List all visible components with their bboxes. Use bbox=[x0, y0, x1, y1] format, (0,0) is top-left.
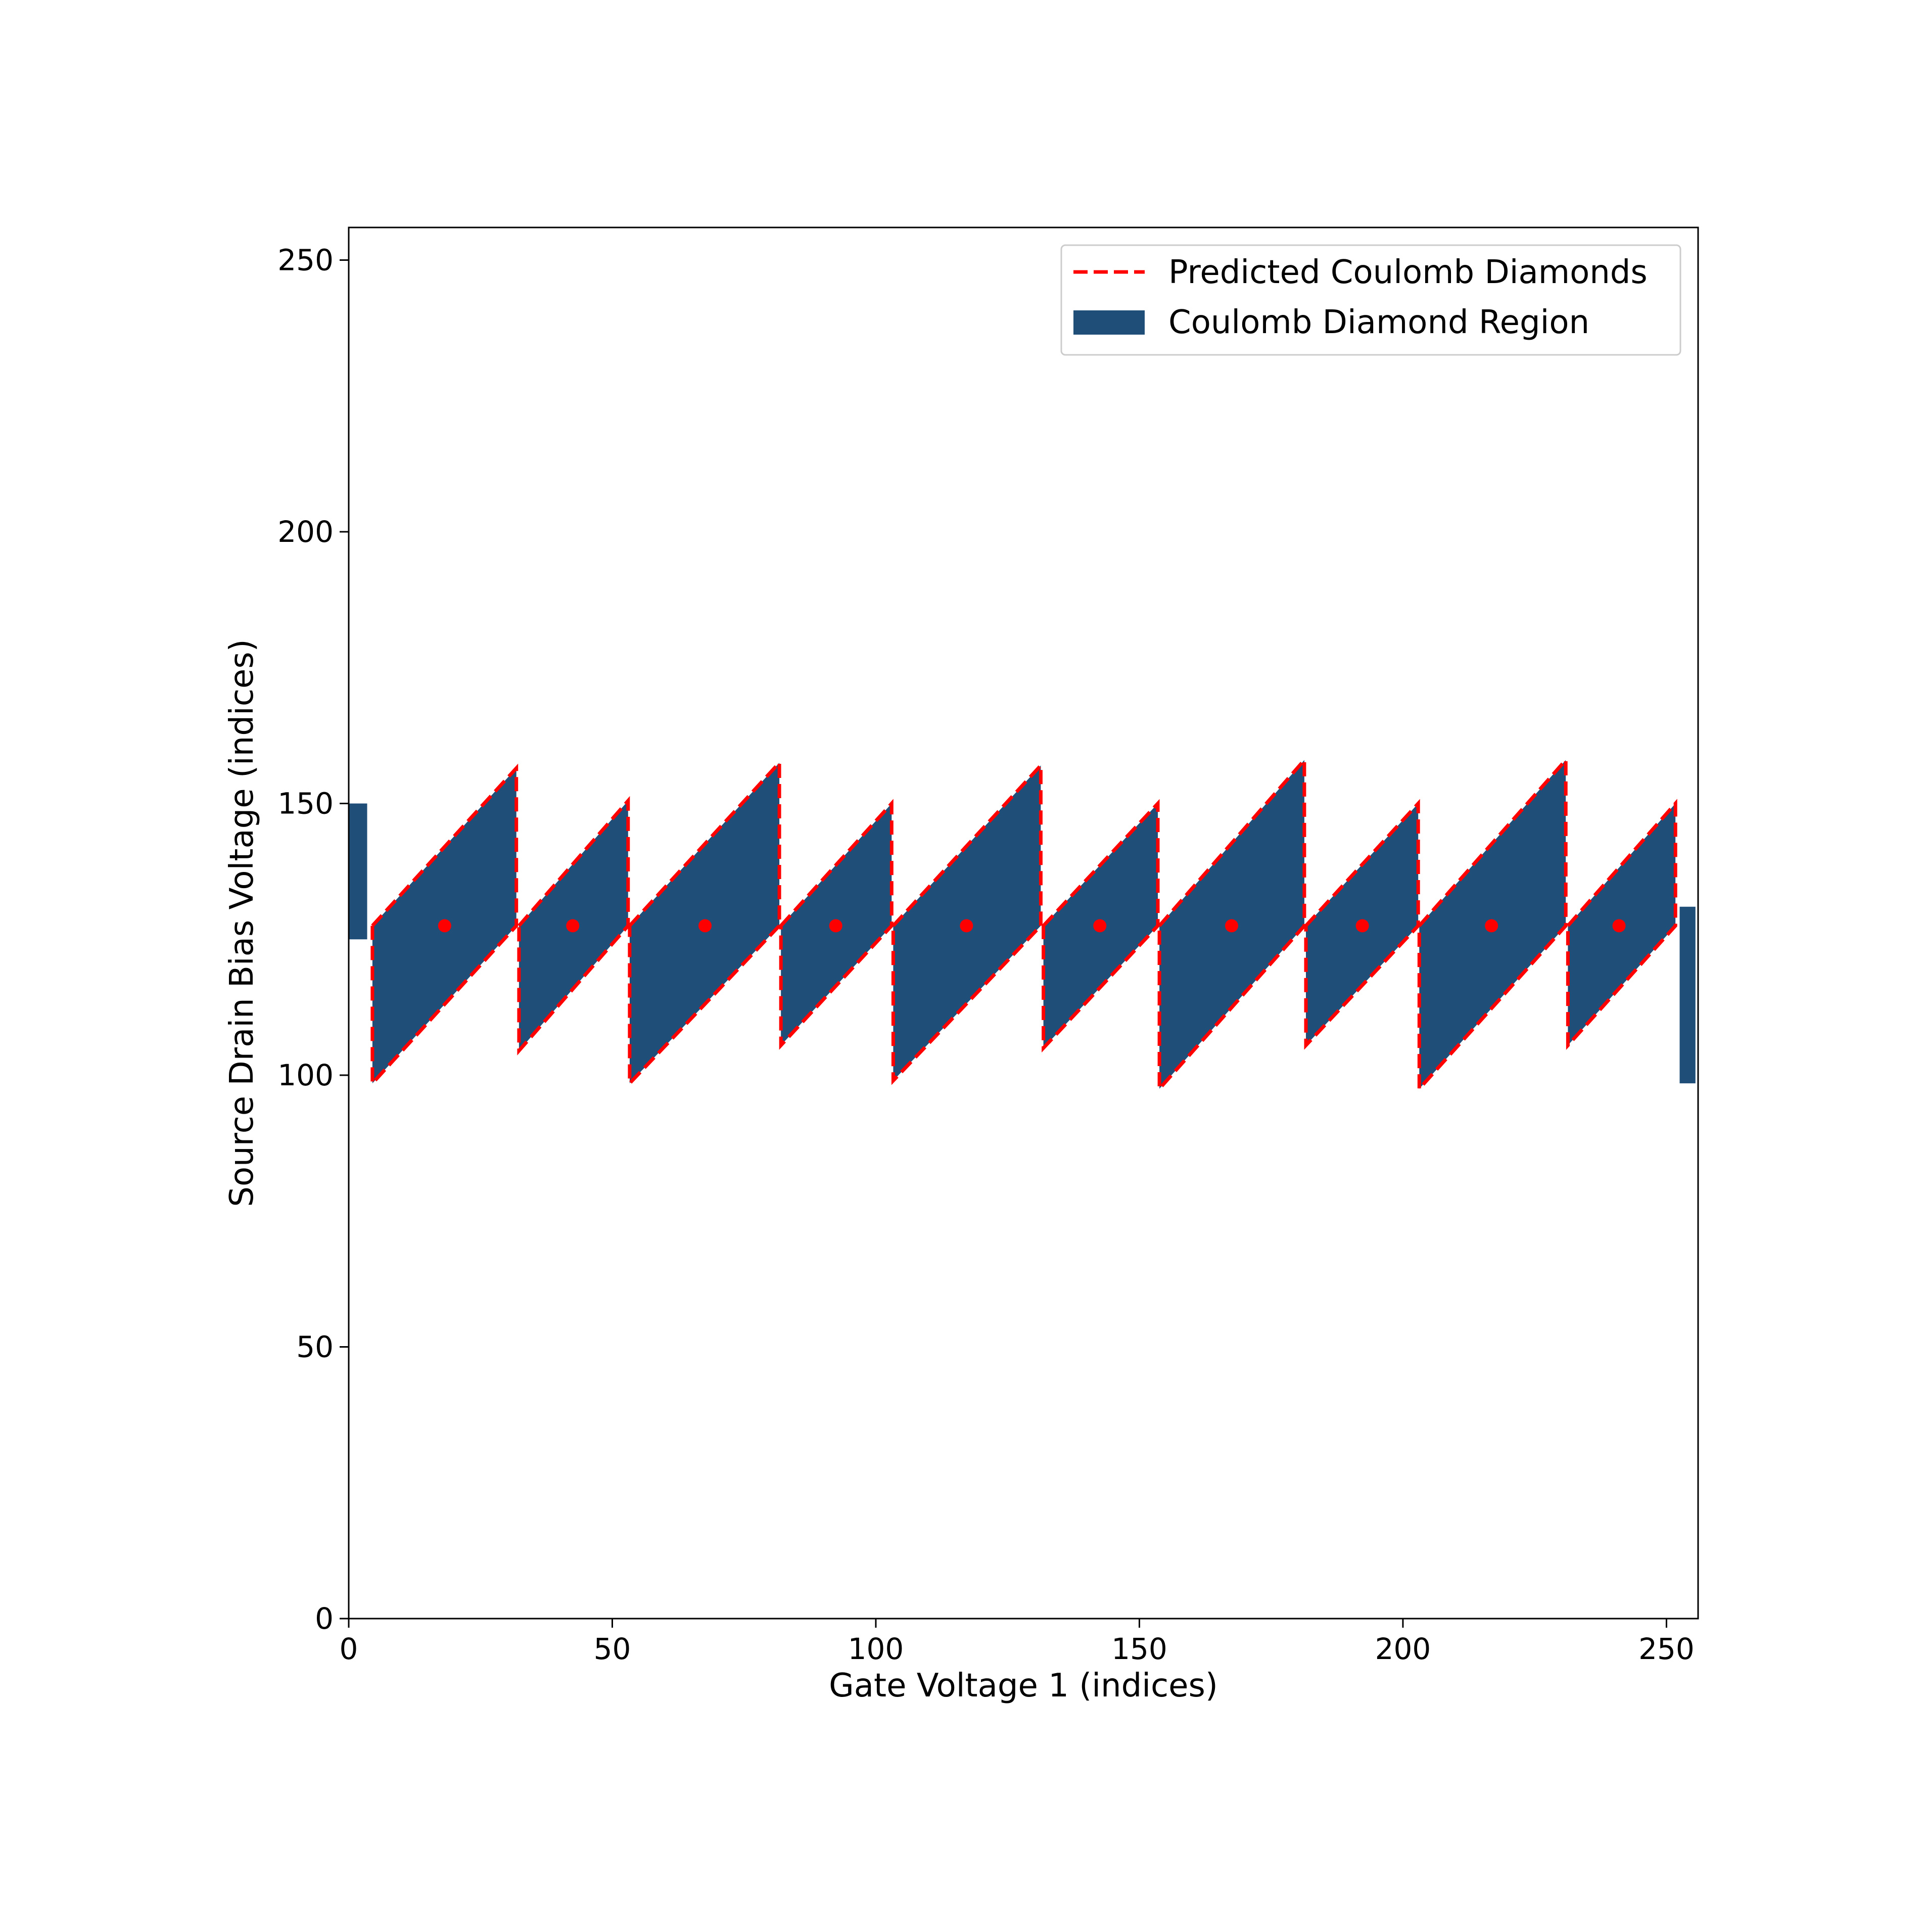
legend-box bbox=[1060, 244, 1681, 356]
diamond-center-layer bbox=[438, 919, 1626, 933]
predicted-diamond-1 bbox=[370, 763, 519, 1088]
predicted-diamond-5 bbox=[891, 761, 1043, 1085]
y-tick-label: 0 bbox=[315, 1601, 334, 1636]
legend-label-predicted: Predicted Coulomb Diamonds bbox=[1168, 254, 1648, 291]
y-tick-label: 200 bbox=[277, 515, 334, 549]
y-tick-label: 100 bbox=[277, 1058, 334, 1092]
x-axis-ticks: 0 50 100 150 200 250 bbox=[340, 1619, 1695, 1666]
diamond-center-point-7 bbox=[1225, 919, 1238, 933]
predicted-diamond-layer bbox=[370, 755, 1677, 1094]
x-tick-label: 200 bbox=[1375, 1632, 1431, 1666]
x-tick-label: 50 bbox=[594, 1632, 631, 1666]
predicted-diamond-10 bbox=[1566, 799, 1677, 1050]
diamond-center-point-5 bbox=[960, 919, 973, 933]
plot-frame bbox=[348, 226, 1699, 1620]
x-tick-label: 250 bbox=[1638, 1632, 1695, 1666]
y-tick-label: 250 bbox=[277, 243, 334, 278]
diamond-center-point-1 bbox=[438, 919, 451, 933]
diamond-center-point-2 bbox=[566, 919, 580, 933]
diamond-center-point-6 bbox=[1093, 919, 1107, 933]
x-axis-label: Gate Voltage 1 (indices) bbox=[829, 1667, 1218, 1705]
predicted-diamond-4 bbox=[779, 799, 894, 1050]
x-tick-label: 150 bbox=[1111, 1632, 1167, 1666]
diamond-center-point-10 bbox=[1612, 919, 1626, 933]
y-axis-ticks: 0 50 100 150 200 250 bbox=[277, 243, 349, 1636]
diamond-center-point-4 bbox=[829, 919, 842, 933]
legend-label-region: Coulomb Diamond Region bbox=[1168, 304, 1589, 341]
y-axis-label: Source Drain Bias Voltage (indices) bbox=[223, 639, 261, 1207]
edge-region-2 bbox=[1679, 906, 1696, 1084]
edge-region-1 bbox=[349, 803, 367, 940]
x-tick-label: 0 bbox=[340, 1632, 358, 1666]
diamond-center-point-3 bbox=[698, 919, 712, 933]
diamond-center-point-9 bbox=[1485, 919, 1498, 933]
legend: Predicted Coulomb Diamonds Coulomb Diamo… bbox=[1060, 244, 1681, 356]
y-tick-label: 50 bbox=[296, 1330, 334, 1364]
legend-region-swatch bbox=[1073, 310, 1145, 335]
plot-area bbox=[349, 755, 1696, 1094]
diamond-center-point-8 bbox=[1355, 919, 1369, 933]
x-tick-label: 100 bbox=[848, 1632, 904, 1666]
predicted-diamond-9 bbox=[1417, 755, 1568, 1094]
predicted-diamond-6 bbox=[1042, 799, 1160, 1053]
y-tick-label: 150 bbox=[277, 787, 334, 821]
